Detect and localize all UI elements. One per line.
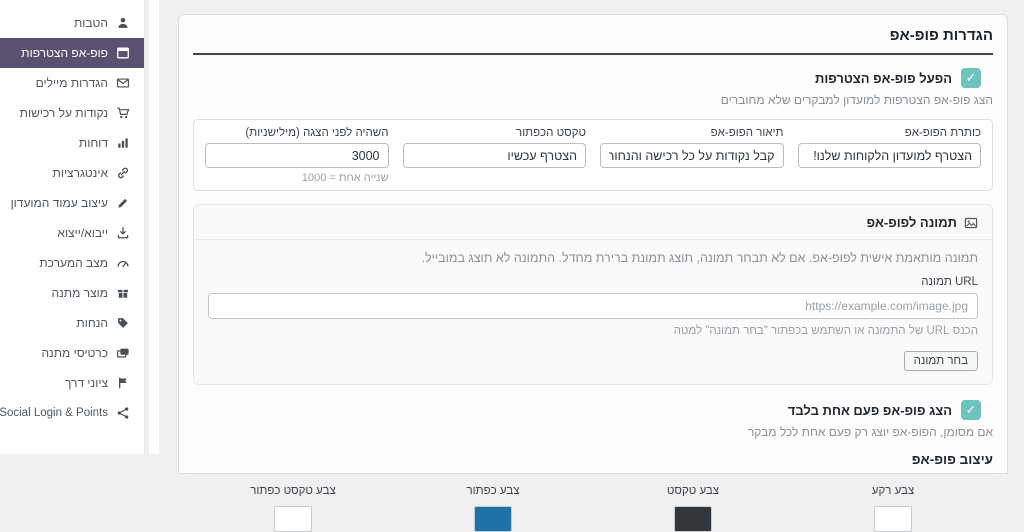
popup-image-body: תמונה מותאמת אישית לפופ-אפ. אם לא תבחר ת…	[194, 240, 992, 384]
enable-popup-description: הצג פופ-אפ הצטרפות למועדון למבקרים שלא מ…	[720, 93, 993, 107]
popup-colors-grid: צבע רקע צבע טקסט צבע כפתור צבע טקסט כפתו…	[193, 485, 993, 532]
gauge-icon	[116, 256, 130, 270]
text-color-label: צבע טקסט	[666, 485, 720, 497]
sidebar-item-label: מוצר מתנה	[51, 286, 108, 300]
enable-popup-label: הפעל פופ-אפ הצטרפות	[815, 70, 952, 86]
sidebar-item-club-page-design[interactable]: עיצוב עמוד המועדון	[0, 188, 144, 218]
text-color-field: צבע טקסט	[593, 485, 793, 532]
envelope-icon	[116, 76, 130, 90]
sidebar-item-label: מצב המערכת	[39, 256, 108, 270]
gift-icon	[116, 286, 130, 300]
enable-popup-row: ✓ הפעל פופ-אפ הצטרפות	[193, 68, 981, 88]
sidebar-item-label: פופ-אפ הצטרפות	[21, 46, 108, 60]
image-icon	[964, 216, 978, 230]
popup-settings-panel: הגדרות פופ-אפ ✓ הפעל פופ-אפ הצטרפות הצג …	[178, 14, 1008, 532]
cart-icon	[116, 106, 130, 120]
sidebar-item-gift-cards[interactable]: כרטיסי מתנה	[0, 338, 144, 368]
image-url-input[interactable]	[208, 293, 978, 319]
image-url-label: URL תמונה	[921, 276, 978, 288]
popup-button-text-field: טקסט הכפתור	[402, 127, 586, 184]
show-once-block: ✓ הצג פופ-אפ פעם אחת בלבד אם מסומן, הפופ…	[193, 400, 993, 439]
sidebar-item-discounts[interactable]: הנחות	[0, 308, 144, 338]
button-text-color-swatch[interactable]	[274, 506, 312, 532]
title-divider	[193, 53, 993, 55]
person-icon	[116, 16, 130, 30]
bar-chart-icon	[116, 136, 130, 150]
sidebar-item-join-popup[interactable]: פופ-אפ הצטרפות	[0, 38, 144, 68]
popup-delay-input[interactable]	[205, 143, 389, 168]
button-color-label: צבע כפתור	[466, 485, 520, 497]
text-color-swatch[interactable]	[674, 506, 712, 532]
popup-image-description: תמונה מותאמת אישית לפופ-אפ. אם לא תבחר ת…	[421, 251, 978, 265]
popup-button-text-label: טקסט הכפתור	[516, 127, 586, 139]
link-icon	[116, 166, 130, 180]
popup-title-input[interactable]	[797, 143, 981, 168]
sidebar-item-label: Social Login & Points	[0, 407, 108, 419]
sidebar-item-benefits[interactable]: הטבות	[0, 8, 144, 38]
sidebar-item-purchase-points[interactable]: נקודות על רכישות	[0, 98, 144, 128]
sidebar-item-import-export[interactable]: ייבוא/ייצוא	[0, 218, 144, 248]
popup-text-fields-panel: כותרת הפופ-אפ תיאור הפופ-אפ טקסט הכפתור …	[193, 119, 993, 191]
sidebar-item-gift-product[interactable]: מוצר מתנה	[0, 278, 144, 308]
popup-button-text-input[interactable]	[402, 143, 586, 168]
sidebar-item-label: אינטגרציות	[52, 166, 108, 180]
popup-description-input[interactable]	[600, 143, 784, 168]
design-section-title: עיצוב פופ-אפ	[911, 452, 993, 467]
popup-description-label: תיאור הפופ-אפ	[710, 127, 784, 139]
background-color-swatch[interactable]	[874, 506, 912, 532]
sidebar-item-label: כרטיסי מתנה	[41, 346, 108, 360]
popup-image-header: תמונה לפופ-אפ	[194, 205, 992, 240]
gift-cards-icon	[116, 346, 130, 360]
background-color-label: צבע רקע	[871, 485, 915, 497]
show-once-description: אם מסומן, הפופ-אפ יוצג רק פעם אחת לכל מב…	[747, 425, 993, 439]
popup-image-title: תמונה לפופ-אפ	[866, 215, 957, 230]
popup-delay-field: השהיה לפני הצגה (מילישניות) שנייה אחת = …	[205, 127, 389, 184]
sidebar: הטבות פופ-אפ הצטרפות הגדרות מיילים נקודו…	[0, 0, 145, 454]
popup-title-label: כותרת הפופ-אפ	[904, 127, 981, 139]
button-text-color-label: צבע טקסט כפתור	[250, 485, 336, 497]
popup-delay-label: השהיה לפני הצגה (מילישניות)	[245, 127, 389, 139]
design-section-divider	[193, 475, 993, 476]
show-once-checkbox[interactable]: ✓	[961, 400, 981, 420]
popup-description-field: תיאור הפופ-אפ	[600, 127, 784, 184]
popup-title-field: כותרת הפופ-אפ	[797, 127, 981, 184]
sidebar-item-label: נקודות על רכישות	[19, 106, 108, 120]
popup-image-panel: תמונה לפופ-אפ תמונה מותאמת אישית לפופ-אפ…	[193, 204, 993, 385]
sidebar-item-label: הטבות	[73, 16, 108, 30]
sidebar-scrollbar-track[interactable]	[149, 0, 159, 454]
sidebar-item-system-status[interactable]: מצב המערכת	[0, 248, 144, 278]
pencil-icon	[116, 196, 130, 210]
image-url-hint: הכנס URL של התמונה או השתמש בכפתור "בחר …	[673, 325, 978, 337]
sidebar-item-label: ציוני דרך	[64, 376, 108, 390]
popup-delay-hint: שנייה אחת = 1000	[301, 172, 389, 184]
sidebar-item-label: ייבוא/ייצוא	[57, 226, 108, 240]
sidebar-item-label: הנחות	[76, 316, 108, 330]
page-title: הגדרות פופ-אפ	[889, 27, 993, 44]
background-color-field: צבע רקע	[793, 485, 993, 532]
enable-popup-checkbox[interactable]: ✓	[961, 68, 981, 88]
import-export-icon	[116, 226, 130, 240]
button-color-field: צבע כפתור	[393, 485, 593, 532]
sidebar-item-milestones[interactable]: ציוני דרך	[0, 368, 144, 398]
sidebar-item-label: דוחות	[78, 136, 108, 150]
sidebar-item-label: הגדרות מיילים	[35, 76, 108, 90]
sidebar-item-email-settings[interactable]: הגדרות מיילים	[0, 68, 144, 98]
sidebar-item-social-login[interactable]: Social Login & Points	[0, 398, 144, 428]
button-text-color-field: צבע טקסט כפתור	[193, 485, 393, 532]
show-once-label: הצג פופ-אפ פעם אחת בלבד	[787, 402, 952, 418]
flag-icon	[116, 376, 130, 390]
share-icon	[116, 406, 130, 420]
tag-icon	[116, 316, 130, 330]
sidebar-item-label: עיצוב עמוד המועדון	[10, 196, 108, 210]
button-color-swatch[interactable]	[474, 506, 512, 532]
sidebar-item-reports[interactable]: דוחות	[0, 128, 144, 158]
popup-window-icon	[116, 46, 130, 60]
show-once-row: ✓ הצג פופ-אפ פעם אחת בלבד	[193, 400, 981, 420]
choose-image-button[interactable]: בחר תמונה	[903, 351, 978, 371]
sidebar-item-integrations[interactable]: אינטגרציות	[0, 158, 144, 188]
